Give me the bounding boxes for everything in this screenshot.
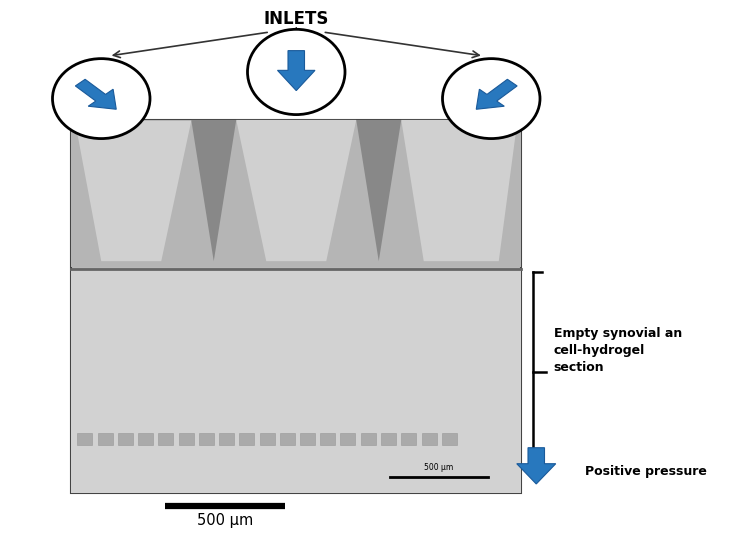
Ellipse shape: [53, 59, 150, 139]
Ellipse shape: [442, 59, 540, 139]
Polygon shape: [191, 120, 236, 261]
Text: 500 μm: 500 μm: [196, 513, 253, 528]
Text: 500 μm: 500 μm: [424, 463, 453, 472]
Bar: [422, 433, 436, 445]
Bar: [71, 269, 521, 493]
Polygon shape: [236, 120, 356, 261]
Bar: [118, 433, 133, 445]
FancyArrow shape: [76, 79, 116, 109]
Bar: [219, 433, 234, 445]
Bar: [401, 433, 416, 445]
Bar: [138, 433, 153, 445]
Polygon shape: [356, 120, 401, 261]
Ellipse shape: [248, 29, 345, 115]
Bar: [239, 433, 254, 445]
Text: Positive pressure: Positive pressure: [585, 465, 706, 478]
Bar: [280, 433, 295, 445]
Bar: [71, 120, 521, 493]
Bar: [158, 433, 173, 445]
FancyArrow shape: [476, 79, 517, 109]
Bar: [381, 433, 396, 445]
Bar: [71, 120, 521, 266]
Polygon shape: [401, 120, 518, 261]
Polygon shape: [75, 121, 191, 261]
Bar: [340, 433, 356, 445]
FancyArrow shape: [278, 51, 315, 91]
Bar: [199, 433, 214, 445]
Bar: [98, 433, 112, 445]
FancyArrow shape: [517, 448, 556, 484]
Text: Empty synovial an
cell-hydrogel
section: Empty synovial an cell-hydrogel section: [554, 327, 682, 374]
Bar: [77, 433, 92, 445]
Bar: [361, 433, 376, 445]
Text: INLETS: INLETS: [263, 10, 329, 28]
Bar: [442, 433, 457, 445]
Bar: [178, 433, 194, 445]
Bar: [260, 433, 274, 445]
Bar: [300, 433, 315, 445]
Bar: [320, 433, 335, 445]
